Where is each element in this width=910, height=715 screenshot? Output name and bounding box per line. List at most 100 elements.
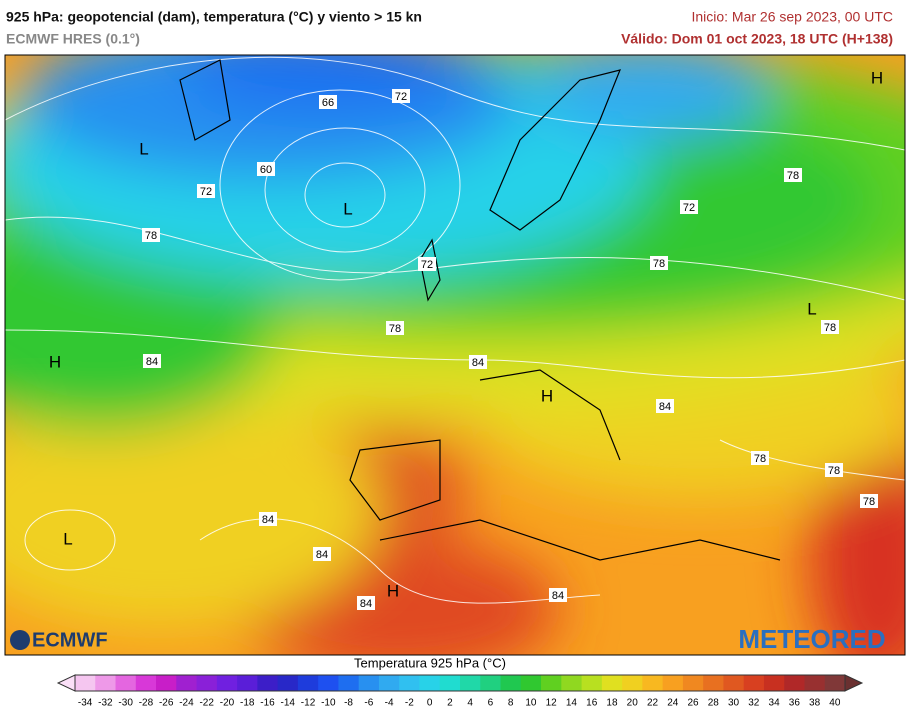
model: ECMWF HRES (0.1°)	[6, 31, 140, 47]
contour-label: 78	[824, 322, 836, 334]
colorbar-tick-label: 24	[667, 698, 679, 709]
colorbar-cell	[703, 675, 724, 691]
contour-label: 72	[421, 259, 433, 271]
contour-label: 84	[262, 514, 274, 526]
ecmwf-logo: ECMWF	[10, 629, 108, 651]
colorbar: -34 -32 -30 -28 -26 -24 -22 -20 -18 -16 -14 -12 -10-…	[56, 674, 864, 709]
pressure-center: L	[63, 529, 72, 548]
colorbar-tick-label: 26	[687, 698, 699, 709]
colorbar-tick-label: 10	[525, 698, 537, 709]
colorbar-cell	[378, 675, 400, 691]
colorbar-tick-label: -12	[301, 698, 316, 709]
colorbar-cell	[743, 675, 765, 691]
contour-label: 84	[360, 598, 372, 610]
contour-label: 78	[787, 170, 799, 182]
colorbar-tick-label: -34	[78, 698, 93, 709]
contour-label-box	[143, 354, 161, 368]
contour-label-box	[549, 588, 567, 602]
colorbar-cell	[257, 675, 279, 691]
contour-label-box	[357, 596, 375, 610]
map-frame	[4, 54, 906, 656]
colorbar-tick-label: 4	[467, 698, 473, 709]
colorbar-tick-label: 0	[427, 698, 433, 709]
colorbar-cell	[622, 675, 643, 691]
colorbar-tick-label: -28	[139, 698, 154, 709]
colorbar-arrow-high	[844, 674, 864, 692]
colorbar-tick-label: 16	[586, 698, 598, 709]
colorbar-cell	[156, 675, 177, 691]
colorbar-cell	[176, 675, 198, 691]
colorbar-cell	[277, 675, 299, 691]
pressure-center: H	[49, 352, 61, 371]
contour-label: 72	[683, 202, 695, 214]
contour-label-box	[751, 451, 769, 465]
colorbar-cell	[318, 675, 339, 691]
colorbar-cell	[723, 675, 745, 691]
contour-label: 72	[395, 91, 407, 103]
colorbar-cell	[642, 675, 664, 691]
meteored-logo: METEORED	[738, 624, 885, 654]
contour-label-box	[257, 162, 275, 176]
title: 925 hPa: geopotencial (dam), temperatura…	[6, 9, 422, 25]
valid-time: Válido: Dom 01 oct 2023, 18 UTC (H+138)	[621, 31, 893, 47]
colorbar-tick-label: 32	[748, 698, 760, 709]
colorbar-tick-label: 40	[829, 698, 841, 709]
contour-label: 78	[828, 465, 840, 477]
contour-label: 66	[322, 97, 334, 109]
colorbar-tick-label: 30	[728, 698, 740, 709]
colorbar-cell	[520, 675, 542, 691]
colorbar-cell	[460, 675, 481, 691]
colorbar-cell	[682, 675, 704, 691]
contour-label: 78	[145, 230, 157, 242]
contour-label: 84	[552, 590, 564, 602]
contour-label-box	[313, 547, 331, 561]
colorbar-frame	[74, 674, 846, 692]
contour-label: 84	[472, 357, 484, 369]
colorbar-tick-label: -18	[240, 698, 255, 709]
contour-label: 78	[389, 323, 401, 335]
colorbar-tick-label: -24	[179, 698, 194, 709]
contour-label: 78	[754, 453, 766, 465]
pressure-center: L	[139, 139, 148, 158]
contour-label: 78	[863, 496, 875, 508]
colorbar-tick-label: 14	[566, 698, 578, 709]
colorbar-tick-label: -26	[159, 698, 174, 709]
colorbar-tick-label: 34	[769, 698, 781, 709]
colorbar-cell	[824, 675, 846, 691]
colorbar-tick-label: -30	[118, 698, 133, 709]
init-time: Inicio: Mar 26 sep 2023, 00 UTC	[691, 9, 893, 25]
contour-label: 60	[260, 164, 272, 176]
colorbar-cell	[216, 675, 238, 691]
colorbar-cell	[135, 675, 157, 691]
colorbar-tick-label: -4	[385, 698, 394, 709]
colorbar-cell	[480, 675, 502, 691]
colorbar-tick-label: -20	[220, 698, 235, 709]
pressure-center: H	[871, 68, 883, 87]
contour-label-box	[860, 494, 878, 508]
contour-label-box	[386, 321, 404, 335]
colorbar-tick-label: -8	[344, 698, 353, 709]
contour-label-box	[656, 399, 674, 413]
colorbar-tick-label: 18	[606, 698, 618, 709]
legend-title: Temperatura 925 hPa (°C)	[354, 655, 506, 670]
colorbar-tick-label: 38	[809, 698, 821, 709]
contour-label-box	[392, 89, 410, 103]
map: 66 72 60 72 78 72 78 84 84 78 72 78 78 84 78 78 78 84 84 84…	[5, 55, 905, 655]
colorbar-cell	[338, 675, 360, 691]
colorbar-cell	[95, 675, 117, 691]
contour-label-box	[650, 256, 668, 270]
colorbar-tick-label: 8	[508, 698, 514, 709]
contour-label: 78	[653, 258, 665, 270]
colorbar-cell	[439, 675, 461, 691]
colorbar-tick-label: -6	[364, 698, 373, 709]
colorbar-tick-label: -32	[98, 698, 113, 709]
colorbar-tick-label: 12	[546, 698, 558, 709]
contour-label-box	[259, 512, 277, 526]
colorbar-cell	[581, 675, 603, 691]
contour-label-box	[821, 320, 839, 334]
colorbar-tick-label: 28	[708, 698, 720, 709]
colorbar-cell	[237, 675, 258, 691]
colorbar-tick-label: -22	[199, 698, 214, 709]
contour-labels: 66 72 60 72 78 72 78 84 84 78 72 78 78 84 78 78 78 84 84 84…	[49, 68, 883, 610]
